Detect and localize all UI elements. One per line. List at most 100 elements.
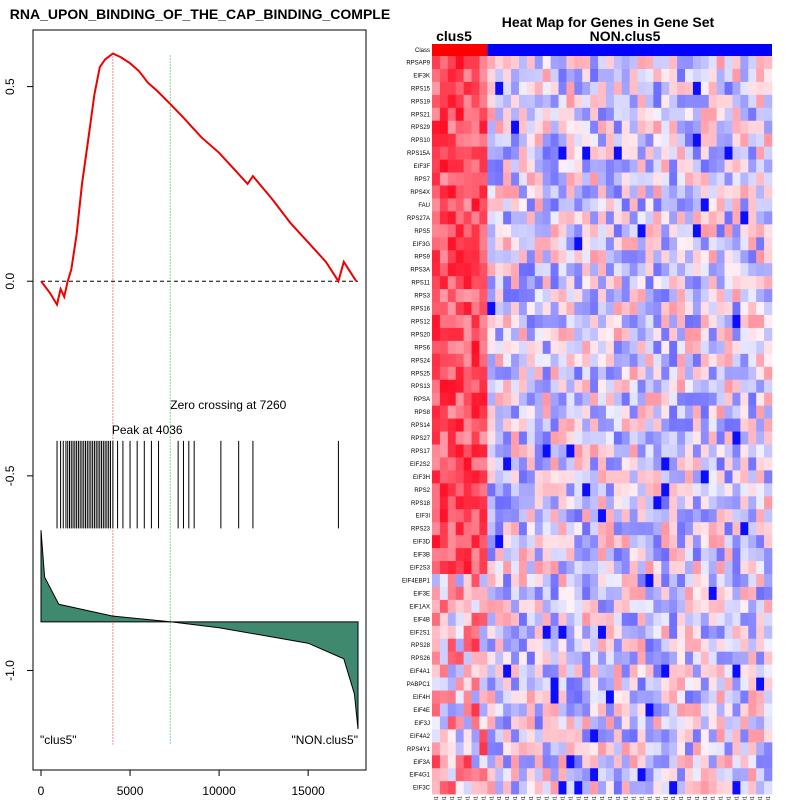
heatmap-cell (495, 729, 504, 743)
heatmap-cell (432, 81, 441, 96)
heatmap-cell (447, 289, 457, 303)
heatmap-cell (526, 185, 536, 199)
heatmap-cell (685, 211, 694, 225)
heatmap-cell (534, 509, 543, 523)
heatmap-cell (669, 224, 678, 238)
heatmap-cell (764, 211, 773, 225)
heatmap-cell (645, 535, 654, 549)
heatmap-cell (526, 768, 536, 782)
heatmap-cell (558, 781, 567, 795)
heatmap-cell (566, 405, 575, 419)
heatmap-cell (685, 327, 694, 342)
heatmap-cell (479, 716, 488, 730)
heatmap-panel: Heat Map for Genes in Gene Set clus5 NON… (402, 14, 773, 800)
heatmap-cell (495, 690, 504, 704)
heatmap-cell (708, 379, 717, 393)
heatmap-cell (526, 327, 536, 342)
heatmap-cell (495, 599, 504, 614)
heatmap-cell (669, 638, 678, 652)
heatmap-cell (534, 638, 543, 652)
heatmap-cell (574, 599, 583, 614)
heatmap-cell (708, 470, 717, 484)
heatmap-cell (432, 586, 441, 601)
heatmap-cell (764, 781, 773, 795)
gene-label: EIF3E (413, 591, 430, 597)
heatmap-cell (479, 781, 488, 795)
heatmap-cell (645, 340, 654, 355)
heatmap-cell (621, 470, 630, 484)
heatmap-cell (582, 522, 591, 536)
heatmap-cell (495, 457, 504, 471)
heatmap-cell (518, 781, 528, 795)
heatmap-cell (724, 340, 733, 355)
heatmap-cell (645, 522, 654, 536)
heatmap-cell (669, 340, 678, 355)
heatmap-cell (518, 418, 528, 432)
heatmap-cell (692, 703, 702, 717)
heatmap-cell (471, 289, 480, 303)
heatmap-cell (566, 237, 575, 251)
heatmap-cell (455, 651, 464, 665)
heatmap-cell (550, 379, 559, 393)
heatmap-cell (700, 353, 710, 368)
heatmap-cell (455, 159, 464, 173)
heatmap-cell (748, 133, 757, 147)
heatmap-cell (732, 120, 741, 134)
heatmap-cell (708, 781, 717, 795)
heatmap-cell (447, 211, 457, 225)
heatmap-cell (732, 781, 741, 795)
heatmap-cell (518, 625, 528, 640)
heatmap-cell (487, 625, 496, 640)
heatmap-cell (598, 289, 607, 303)
heatmap-cell (479, 496, 488, 510)
heatmap-cell (550, 211, 559, 225)
heatmap-cell (677, 405, 686, 419)
heatmap-cell (526, 470, 536, 484)
heatmap-cell (653, 625, 662, 640)
heatmap-cell (534, 198, 543, 212)
heatmap-cell (503, 276, 512, 290)
heatmap-cell (455, 94, 464, 109)
heatmap-cell (621, 457, 630, 471)
heatmap-cell (566, 457, 575, 471)
heatmap-cell (566, 651, 575, 665)
heatmap-cell (740, 664, 749, 678)
heatmap-cell (669, 574, 678, 588)
heatmap-cell (550, 496, 559, 510)
heatmap-cell (471, 211, 480, 225)
heatmap-cell (566, 107, 575, 122)
heatmap-cell (669, 263, 678, 277)
heatmap-cell (621, 81, 630, 96)
heatmap-cell (534, 263, 543, 277)
heatmap-cell (748, 561, 757, 575)
heatmap-cell (613, 755, 623, 769)
heatmap-cell (692, 327, 702, 342)
heatmap-cell (629, 120, 638, 134)
heatmap-cell (463, 509, 472, 523)
heatmap-cell (518, 612, 528, 627)
heatmap-cell (471, 444, 480, 458)
heatmap-cell (724, 535, 733, 549)
heatmap-cell (558, 418, 567, 432)
heatmap-cell (518, 444, 528, 458)
heatmap-cell (503, 483, 512, 497)
heatmap-cell (700, 729, 710, 743)
heatmap-cell (574, 327, 583, 342)
heatmap-cell (487, 612, 496, 627)
heatmap-cell (732, 729, 741, 743)
heatmap-cell (708, 729, 717, 743)
heatmap-cell (629, 405, 638, 419)
heatmap-cell (479, 289, 488, 303)
heatmap-cell (764, 703, 773, 717)
heatmap-cell (605, 211, 615, 225)
heatmap-cell (740, 703, 749, 717)
heatmap-cell (677, 470, 686, 484)
heatmap-cell (511, 366, 520, 381)
heatmap-cell (447, 159, 457, 173)
heatmap-cell (558, 716, 567, 730)
heatmap-cell (716, 327, 725, 342)
heatmap-cell (432, 340, 441, 355)
heatmap-cell (645, 716, 654, 730)
heatmap-cell (534, 483, 543, 497)
heatmap-cell (653, 327, 662, 342)
